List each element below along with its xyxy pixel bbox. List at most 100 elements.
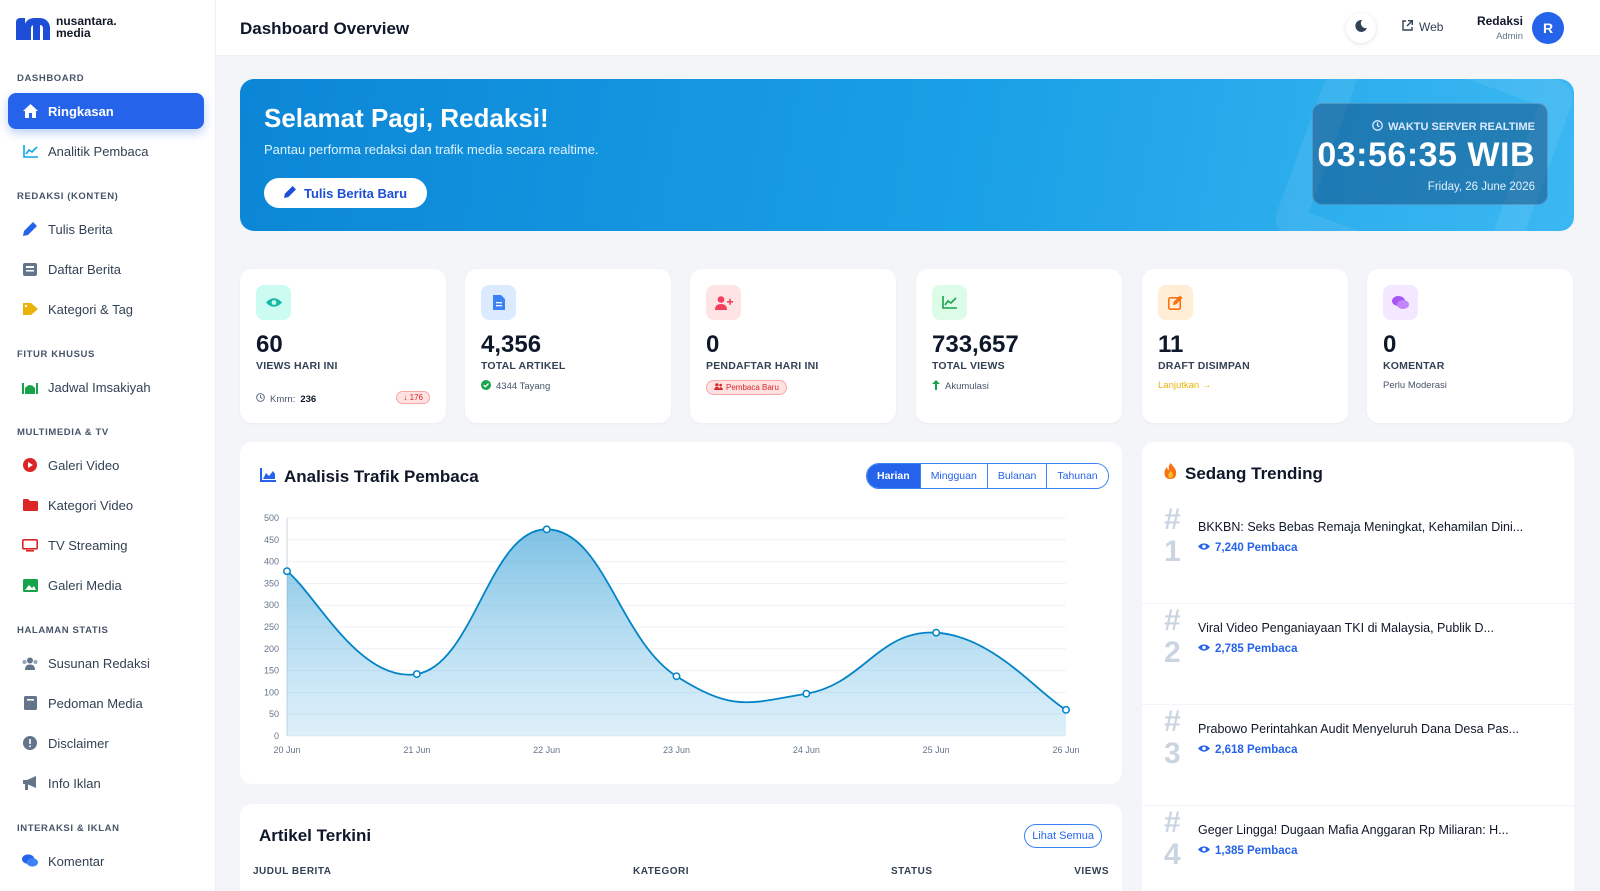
server-clock: WAKTU SERVER REALTIME 03:56:35 WIB Frida… <box>1312 103 1548 205</box>
sidebar-item-analitik-pembaca[interactable]: Analitik Pembaca <box>8 133 204 169</box>
sidebar-item-galeri-video[interactable]: Galeri Video <box>8 447 204 483</box>
images-icon <box>22 577 38 593</box>
page-title: Dashboard Overview <box>240 19 410 38</box>
continue-drafts-link[interactable]: Lanjutkan → <box>1158 380 1212 391</box>
x-tick-label: 25 Jun <box>923 745 950 755</box>
trending-views: 2,618 Pembaca <box>1198 744 1297 756</box>
trending-item[interactable]: #1 BKKBN: Seks Bebas Remaja Meningkat, K… <box>1142 504 1574 604</box>
y-tick-label: 150 <box>264 666 279 676</box>
stat-value: 0 <box>706 331 720 358</box>
sidebar-item-tv-streaming[interactable]: TV Streaming <box>8 527 204 563</box>
sidebar-item-susunan-redaksi[interactable]: Susunan Redaksi <box>8 645 204 681</box>
trending-views: 1,385 Pembaca <box>1198 845 1297 857</box>
sidebar-item-label: Kategori Video <box>48 497 134 513</box>
line-chart-icon <box>932 285 967 320</box>
stat-card-views-today[interactable]: 60 VIEWS HARI INI Kmrn: 236 ↓ 176 <box>240 269 446 423</box>
sidebar-item-pedoman-media[interactable]: Pedoman Media <box>8 685 204 721</box>
pen-icon <box>22 221 38 237</box>
comments-icon <box>1383 285 1418 320</box>
y-tick-label: 50 <box>269 709 279 719</box>
stat-label: PENDAFTAR HARI INI <box>706 360 819 372</box>
stat-card-comments[interactable]: 0 KOMENTAR Perlu Moderasi <box>1367 269 1573 423</box>
stat-value: 60 <box>256 331 283 358</box>
stat-card-total-articles[interactable]: 4,356 TOTAL ARTIKEL 4344 Tayang <box>465 269 671 423</box>
trending-headline: BKKBN: Seks Bebas Remaja Meningkat, Keha… <box>1198 520 1524 534</box>
stat-card-drafts[interactable]: 11 DRAFT DISIMPAN Lanjutkan → <box>1142 269 1348 423</box>
stat-value: 733,657 <box>932 331 1019 358</box>
stat-card-total-views[interactable]: 733,657 TOTAL VIEWS Akumulasi <box>916 269 1122 423</box>
trending-rank: #2 <box>1164 604 1181 669</box>
view-website-link[interactable]: Web <box>1402 20 1443 34</box>
stat-value: 4,356 <box>481 331 542 358</box>
series-area <box>287 529 1066 736</box>
sidebar-item-ringkasan[interactable]: Ringkasan <box>8 93 204 129</box>
y-tick-label: 450 <box>264 535 279 545</box>
newspaper-icon <box>22 261 38 277</box>
period-tab-harian[interactable]: Harian <box>867 464 920 488</box>
trending-item[interactable]: #2 Viral Video Penganiayaan TKI di Malay… <box>1142 605 1574 705</box>
top-bar: Dashboard Overview Web Redaksi Admin R <box>216 0 1600 56</box>
trending-item[interactable]: #4 Geger Lingga! Dugaan Mafia Anggaran R… <box>1142 807 1574 891</box>
users-icon <box>714 383 723 392</box>
stat-value: 11 <box>1158 331 1184 358</box>
nav-section-interaksi: INTERAKSI & IKLAN <box>17 823 120 834</box>
period-tab-bulanan[interactable]: Bulanan <box>986 464 1047 488</box>
sidebar-item-tulis-berita[interactable]: Tulis Berita <box>8 211 204 247</box>
sidebar-item-komentar[interactable]: Komentar <box>8 843 204 879</box>
y-tick-label: 500 <box>264 513 279 523</box>
sidebar-item-label: Ringkasan <box>48 103 114 119</box>
sidebar-item-kategori-video[interactable]: Kategori Video <box>8 487 204 523</box>
trending-rank: #4 <box>1164 806 1181 871</box>
sidebar-item-label: TV Streaming <box>48 537 128 553</box>
trending-item[interactable]: #3 Prabowo Perintahkan Audit Menyeluruh … <box>1142 706 1574 806</box>
see-all-button[interactable]: Lihat Semua <box>1024 824 1102 848</box>
column-header-category: KATEGORI <box>633 866 690 877</box>
web-link-label: Web <box>1419 20 1444 34</box>
sidebar-item-galeri-media[interactable]: Galeri Media <box>8 567 204 603</box>
sidebar-item-kategori-tag[interactable]: Kategori & Tag <box>8 291 204 327</box>
stat-footnote: 4344 Tayang <box>481 380 550 393</box>
dark-mode-toggle[interactable] <box>1346 13 1376 43</box>
clock-label: WAKTU SERVER REALTIME <box>1372 120 1535 134</box>
stat-label: KOMENTAR <box>1383 360 1445 372</box>
x-tick-label: 21 Jun <box>403 745 430 755</box>
nav-section-fitur-khusus: FITUR KHUSUS <box>17 349 95 360</box>
trending-card: Sedang Trending #1 BKKBN: Seks Bebas Rem… <box>1142 442 1574 891</box>
brand-logo[interactable]: nusantara. media <box>16 14 117 40</box>
sidebar-item-label: Daftar Berita <box>48 261 121 277</box>
trending-headline: Viral Video Penganiayaan TKI di Malaysia… <box>1198 621 1495 635</box>
clock-time: 03:56:35 WIB <box>1317 136 1535 174</box>
edit-icon <box>1158 285 1193 320</box>
data-point <box>1062 705 1070 714</box>
eye-icon <box>256 285 291 320</box>
sidebar-item-label: Galeri Media <box>48 577 122 593</box>
x-tick-label: 26 Jun <box>1052 745 1079 755</box>
nav-section-halaman-statis: HALAMAN STATIS <box>17 625 109 636</box>
area-chart-icon <box>260 467 276 487</box>
sidebar-item-jadwal-imsakiyah[interactable]: Jadwal Imsakiyah <box>8 369 204 405</box>
write-news-label: Tulis Berita Baru <box>304 185 408 201</box>
stat-card-new-readers[interactable]: 0 PENDAFTAR HARI INI Pembaca Baru <box>690 269 896 423</box>
y-tick-label: 250 <box>264 622 279 632</box>
stat-footnote: Akumulasi <box>932 380 989 393</box>
sidebar-item-label: Disclaimer <box>48 735 109 751</box>
check-circle-icon <box>481 380 491 393</box>
period-tab-mingguan[interactable]: Mingguan <box>919 464 987 488</box>
stat-footnote: Perlu Moderasi <box>1383 380 1447 391</box>
stat-footnote: Kmrn: 236 <box>256 393 316 405</box>
traffic-chart-card: Analisis Trafik Pembaca Harian Mingguan … <box>240 442 1122 784</box>
avatar[interactable]: R <box>1532 12 1564 44</box>
arrow-up-icon <box>932 380 940 393</box>
sidebar-item-label: Galeri Video <box>48 457 120 473</box>
eye-icon <box>1198 643 1210 655</box>
period-tab-tahunan[interactable]: Tahunan <box>1046 464 1108 488</box>
sidebar-item-info-iklan[interactable]: Info Iklan <box>8 765 204 801</box>
articles-title: Artikel Terkini <box>259 826 372 845</box>
folder-icon <box>22 497 38 513</box>
tags-icon <box>22 301 38 317</box>
write-news-button[interactable]: Tulis Berita Baru <box>264 178 428 208</box>
sidebar-item-disclaimer[interactable]: Disclaimer <box>8 725 204 761</box>
sidebar-item-daftar-berita[interactable]: Daftar Berita <box>8 251 204 287</box>
user-plus-icon <box>706 285 741 320</box>
book-icon <box>22 695 38 711</box>
